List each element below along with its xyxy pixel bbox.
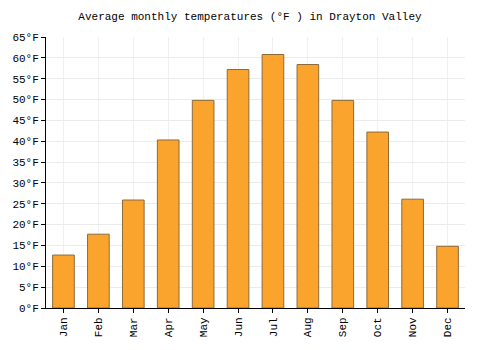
svg-text:15°F: 15°F xyxy=(12,240,38,252)
svg-text:Oct: Oct xyxy=(372,317,384,337)
svg-text:Apr: Apr xyxy=(163,317,175,337)
svg-text:5°F: 5°F xyxy=(19,282,39,294)
svg-text:10°F: 10°F xyxy=(12,261,38,273)
svg-text:55°F: 55°F xyxy=(12,74,38,86)
svg-text:45°F: 45°F xyxy=(12,115,38,127)
svg-text:65°F: 65°F xyxy=(12,32,38,44)
svg-text:Nov: Nov xyxy=(407,317,419,337)
svg-text:25°F: 25°F xyxy=(12,199,38,211)
svg-text:Dec: Dec xyxy=(442,317,454,337)
svg-text:Jun: Jun xyxy=(233,317,245,337)
svg-text:Aug: Aug xyxy=(302,317,314,337)
svg-text:Jul: Jul xyxy=(268,317,280,337)
svg-text:20°F: 20°F xyxy=(12,219,38,231)
svg-text:35°F: 35°F xyxy=(12,157,38,169)
svg-text:Feb: Feb xyxy=(93,317,105,337)
svg-text:0°F: 0°F xyxy=(19,303,39,315)
svg-text:40°F: 40°F xyxy=(12,136,38,148)
svg-text:Mar: Mar xyxy=(128,317,140,337)
svg-text:Average monthly temperatures (: Average monthly temperatures (°F ) in Dr… xyxy=(78,11,422,23)
svg-text:50°F: 50°F xyxy=(12,94,38,106)
svg-text:May: May xyxy=(198,317,210,337)
svg-text:30°F: 30°F xyxy=(12,178,38,190)
svg-text:Jan: Jan xyxy=(58,317,70,337)
svg-text:60°F: 60°F xyxy=(12,53,38,65)
svg-text:Sep: Sep xyxy=(337,317,349,337)
